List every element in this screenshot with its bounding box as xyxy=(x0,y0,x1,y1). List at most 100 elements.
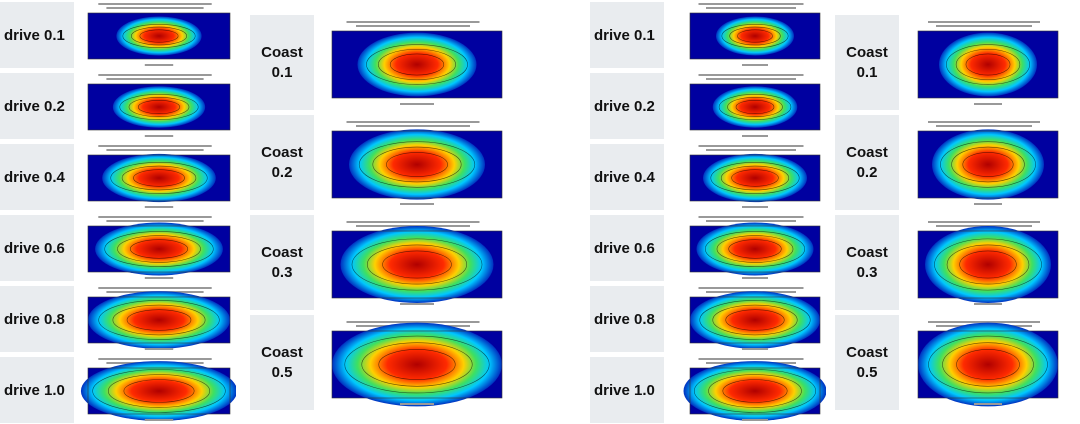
plot-title xyxy=(698,3,804,5)
plot-frame xyxy=(87,225,231,273)
plot-title xyxy=(346,321,480,323)
contour-line xyxy=(727,96,783,118)
coast-label: Coast 0.2 xyxy=(835,115,899,210)
contour-line xyxy=(126,309,192,331)
plot-title xyxy=(928,121,1040,123)
axis-label xyxy=(144,419,174,421)
drive-label: drive 0.2 xyxy=(590,73,664,139)
axis-label xyxy=(144,64,174,66)
contour-line xyxy=(946,44,1030,85)
contour-line xyxy=(735,99,775,115)
plot-title xyxy=(98,358,212,360)
plot-title xyxy=(346,221,480,223)
axis-label xyxy=(974,203,1002,205)
heat-field xyxy=(102,153,216,203)
contour-line xyxy=(137,99,181,115)
plot-title xyxy=(98,74,212,76)
plot-frame xyxy=(917,230,1059,299)
contour-line xyxy=(351,238,483,291)
contour-plot xyxy=(917,21,1059,105)
axis-label xyxy=(742,348,768,350)
plot-title xyxy=(98,3,212,5)
plot-title xyxy=(706,7,796,9)
contour-plot xyxy=(331,121,503,205)
heat-field xyxy=(332,322,502,407)
contour-plot xyxy=(689,74,821,137)
contour-line xyxy=(107,374,211,408)
drive-label: drive 0.8 xyxy=(0,286,74,352)
drive-label: drive 0.6 xyxy=(590,215,664,281)
contour-line xyxy=(104,231,214,267)
plot-title xyxy=(356,125,470,127)
contour-plot xyxy=(689,216,821,279)
plot-title xyxy=(106,7,204,9)
plot-title xyxy=(698,216,804,218)
heat-field xyxy=(696,222,814,276)
plot-frame xyxy=(331,130,503,199)
contour-line xyxy=(722,379,788,403)
contour-line xyxy=(699,300,811,340)
contour-line xyxy=(117,235,201,263)
contour-line xyxy=(358,141,476,188)
contour-line xyxy=(378,349,456,380)
axis-label xyxy=(144,135,174,137)
plot-title xyxy=(698,74,804,76)
contour-line xyxy=(112,304,206,336)
plot-frame xyxy=(689,12,821,60)
plot-title xyxy=(928,221,1040,223)
contour-line xyxy=(372,146,462,183)
contour-line xyxy=(729,26,781,46)
contour-line xyxy=(956,349,1020,380)
contour-line xyxy=(123,379,195,403)
contour-line xyxy=(361,342,473,387)
plot-title xyxy=(706,78,796,80)
plot-title xyxy=(356,225,470,227)
contour-line xyxy=(712,304,798,336)
heat-field xyxy=(716,16,794,56)
contour-line xyxy=(133,169,185,187)
contour-line xyxy=(718,93,792,121)
plot-title xyxy=(356,25,470,27)
contour-line xyxy=(965,53,1011,76)
coast-label: Coast 0.3 xyxy=(250,215,314,310)
contour-line xyxy=(704,231,806,267)
drive-label: drive 0.1 xyxy=(0,2,74,68)
plot-frame xyxy=(689,225,821,273)
contour-line xyxy=(951,146,1025,183)
drive-label: drive 0.1 xyxy=(590,2,664,68)
contour-line xyxy=(728,239,782,259)
plot-title xyxy=(936,225,1032,227)
contour-line xyxy=(98,300,220,340)
plot-title xyxy=(698,145,804,147)
heat-field xyxy=(939,32,1037,97)
coast-label: Coast 0.5 xyxy=(835,315,899,410)
contour-line xyxy=(92,369,226,413)
contour-plot xyxy=(689,3,821,66)
heat-field xyxy=(349,129,485,200)
coast-label: Coast 0.2 xyxy=(250,115,314,210)
plot-frame xyxy=(689,367,821,415)
plot-frame xyxy=(87,367,231,415)
plot-frame xyxy=(87,12,231,60)
contour-line xyxy=(710,162,800,194)
plot-title xyxy=(98,145,212,147)
plot-frame xyxy=(331,30,503,99)
plot-title xyxy=(706,220,796,222)
plot-frame xyxy=(689,83,821,131)
heat-field xyxy=(683,361,826,421)
heat-field xyxy=(932,129,1044,200)
drive-label: drive 0.6 xyxy=(0,215,74,281)
drive-label: drive 0.4 xyxy=(0,144,74,210)
contour-plot xyxy=(917,121,1059,205)
contour-line xyxy=(119,93,199,121)
contour-line xyxy=(716,235,794,263)
heat-field xyxy=(116,16,202,56)
contour-line xyxy=(946,244,1030,285)
contour-plot xyxy=(689,145,821,208)
contour-line xyxy=(122,23,196,49)
contour-plot xyxy=(917,321,1059,407)
drive-label: drive 0.2 xyxy=(0,73,74,139)
plot-frame xyxy=(689,154,821,202)
axis-label xyxy=(742,64,768,66)
contour-line xyxy=(731,169,779,187)
